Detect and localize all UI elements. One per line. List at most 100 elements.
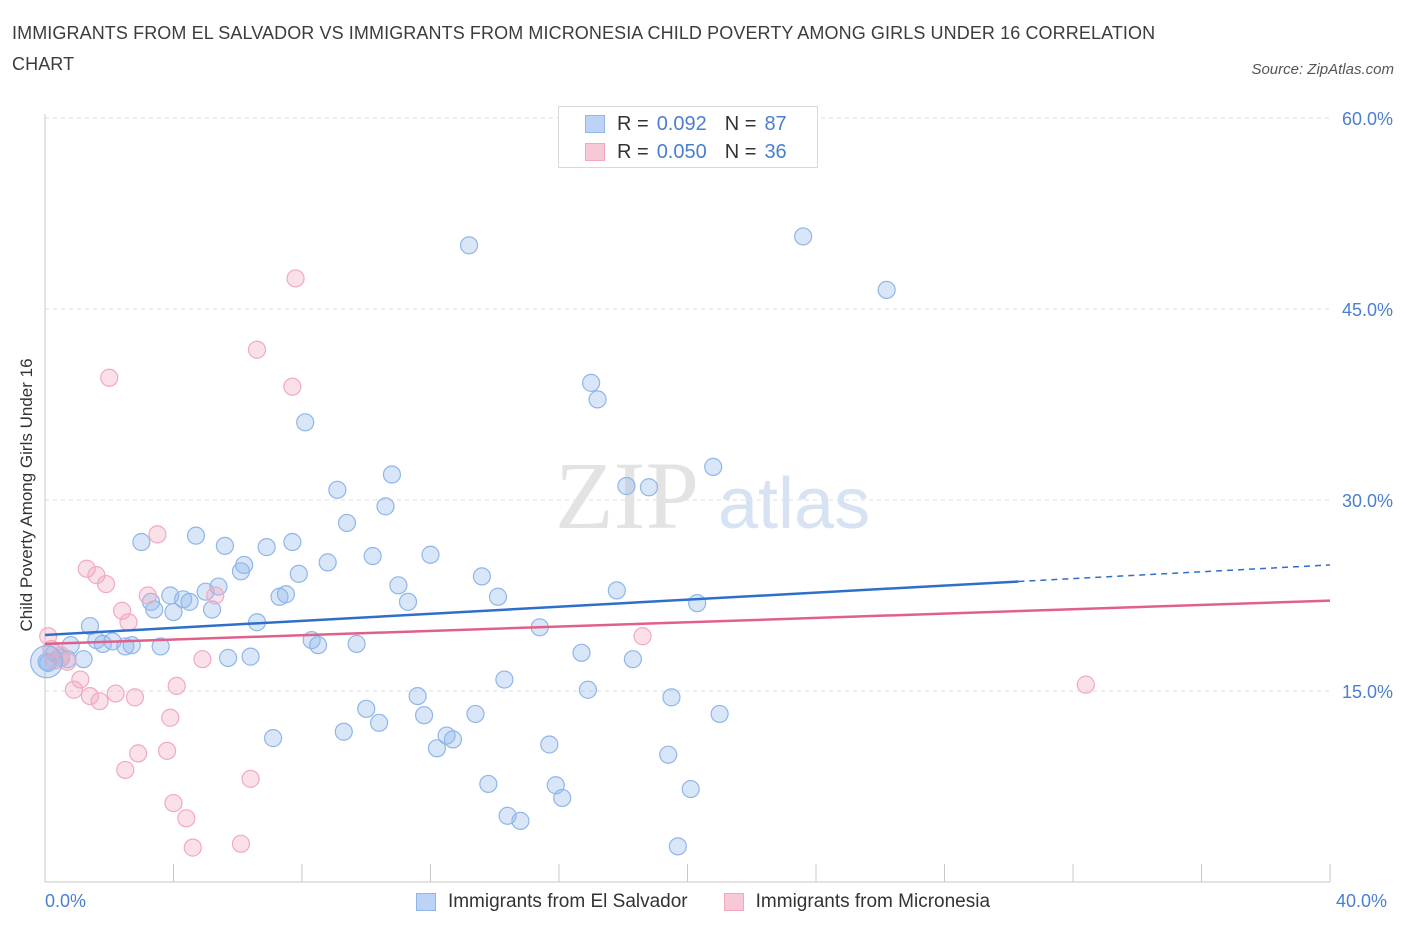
legend-n-label: N = <box>724 140 757 163</box>
y-tick-label: 45.0% <box>1341 300 1393 320</box>
data-point <box>157 741 177 760</box>
legend-swatch-el-salvador <box>415 893 436 911</box>
data-point <box>58 652 77 671</box>
data-point <box>421 545 440 564</box>
data-point <box>681 779 700 799</box>
data-point <box>710 704 729 724</box>
legend-row-micronesia: R = 0.050 N = 36 <box>585 139 787 165</box>
data-point <box>80 686 100 706</box>
data-point <box>116 760 135 780</box>
data-point <box>164 602 183 622</box>
data-point <box>540 735 559 754</box>
data-point <box>553 788 572 808</box>
data-point <box>180 592 199 611</box>
data-point <box>112 601 132 620</box>
data-point <box>90 692 109 711</box>
data-point <box>96 574 116 594</box>
data-point <box>398 592 418 611</box>
data-point <box>193 650 212 669</box>
series-legend: Immigrants from El Salvador Immigrants f… <box>0 888 1406 916</box>
legend-label-el-salvador: Immigrants from El Salvador <box>447 891 688 912</box>
data-point <box>276 585 296 604</box>
trend-line-extension-series-0 <box>1018 564 1331 583</box>
legend-row-el-salvador: R = 0.092 N = 87 <box>585 111 787 137</box>
data-point <box>122 636 141 655</box>
data-point <box>414 706 434 725</box>
legend-swatch-micronesia <box>723 893 744 911</box>
data-point <box>877 280 896 299</box>
correlation-legend: R = 0.092 N = 87 R = 0.050 N = 36 <box>558 106 818 168</box>
data-point <box>334 722 353 741</box>
data-point <box>662 688 681 707</box>
x-tick-label-min: 0.0% <box>45 891 87 911</box>
legend-item-el-salvador[interactable]: Immigrants from El Salvador <box>415 891 688 913</box>
data-point <box>125 688 145 707</box>
data-point <box>466 704 485 724</box>
data-point <box>659 745 678 764</box>
data-point <box>617 476 636 496</box>
legend-n-value: 87 <box>764 112 787 135</box>
legend-label-micronesia: Immigrants from Micronesia <box>755 891 991 912</box>
data-point <box>64 680 84 699</box>
data-point <box>164 793 183 813</box>
legend-r-value: 0.092 <box>656 112 707 135</box>
legend-swatch-micronesia <box>585 143 605 161</box>
data-point <box>633 627 652 646</box>
data-point <box>286 269 305 288</box>
series-points <box>30 227 1095 857</box>
series-0-points <box>37 227 896 856</box>
data-point <box>77 559 96 578</box>
data-point <box>167 676 186 696</box>
legend-r-value: 0.050 <box>656 140 707 163</box>
data-point <box>206 586 225 605</box>
data-point <box>129 744 148 763</box>
data-point <box>363 546 382 566</box>
y-tick-label: 60.0% <box>1341 109 1393 129</box>
data-point <box>283 532 302 552</box>
data-point <box>241 647 260 666</box>
data-point <box>623 650 642 669</box>
data-point <box>479 774 498 794</box>
data-point <box>337 513 357 533</box>
series-1-points <box>39 269 1095 857</box>
data-point <box>318 553 337 572</box>
data-point <box>376 497 395 516</box>
data-point <box>71 670 90 689</box>
data-point <box>389 576 408 595</box>
legend-swatch-el-salvador <box>585 115 605 133</box>
data-point <box>296 413 315 432</box>
data-point <box>347 634 366 653</box>
data-point <box>289 564 308 583</box>
legend-n-label: N = <box>724 112 757 135</box>
data-point <box>215 536 234 555</box>
data-point <box>578 680 598 699</box>
data-point <box>472 567 491 586</box>
x-tick-label-max: 40.0% <box>1336 891 1388 911</box>
data-point <box>161 708 180 727</box>
data-point <box>177 809 196 828</box>
y-tick-label: 15.0% <box>1341 682 1393 702</box>
legend-n-value: 36 <box>764 140 787 163</box>
data-point <box>308 636 328 655</box>
data-point <box>639 478 659 497</box>
data-point <box>459 236 479 255</box>
data-point <box>443 730 463 749</box>
data-point <box>704 457 723 476</box>
trend-line-series-1 <box>44 599 1331 646</box>
data-point <box>151 637 170 656</box>
data-point <box>357 699 376 718</box>
data-point <box>328 480 347 499</box>
data-point <box>511 811 530 830</box>
data-point <box>382 465 402 484</box>
data-point <box>495 670 514 689</box>
data-point <box>219 648 238 667</box>
data-point <box>427 739 447 758</box>
data-point <box>488 587 508 606</box>
y-axis-label: Child Poverty Among Girls Under 16 <box>17 358 36 632</box>
watermark-zip: ZIP <box>555 442 699 549</box>
data-point <box>582 373 601 392</box>
legend-item-micronesia[interactable]: Immigrants from Micronesia <box>723 891 991 913</box>
data-point <box>794 227 813 246</box>
data-point <box>408 686 427 706</box>
